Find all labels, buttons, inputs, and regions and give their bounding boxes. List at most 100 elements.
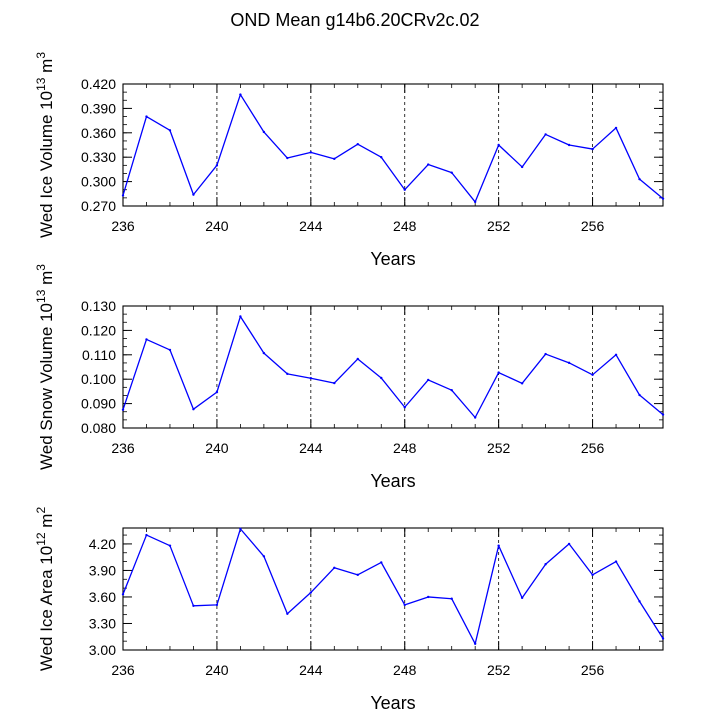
x-tick-label: 244 [299,662,323,678]
data-point [121,593,125,596]
y-axis-title-superscript: 13 [34,289,48,303]
x-tick-label: 256 [581,218,605,234]
data-point [192,408,195,411]
y-axis-title-superscript: 3 [34,264,48,271]
y-axis-title-text: Wed Ice Area 10 [37,546,56,671]
y-tick-label: 3.60 [89,589,116,605]
series-line [122,528,664,645]
data-point [215,164,219,167]
data-point [450,388,453,392]
y-axis-title: Wed Ice Volume 1013 m3 [34,52,56,238]
y-tick-label: 0.100 [81,371,116,387]
x-tick-label: 240 [205,218,229,234]
chart-panel-2: 236 240 244 248 252 256 0.080 0.090 0.100 0.110 0.… [34,264,665,491]
y-axis-title-text: m [37,514,56,533]
y-tick-label: 0.420 [81,76,116,92]
y-tick-label: 4.20 [89,536,116,552]
y-tick-label: 0.270 [81,198,116,214]
y-tick-label: 0.330 [81,149,116,165]
x-axis-title: Years [370,249,415,269]
data-point [192,193,195,196]
y-axis-title-superscript: 13 [34,77,48,91]
data-point [567,143,571,147]
data-point [591,573,594,577]
data-point [168,129,172,132]
x-tick-label: 236 [111,218,135,234]
plot-frame [122,527,664,651]
data-point [286,372,289,376]
data-point [309,151,313,154]
data-point [380,561,383,564]
y-tick-label: 0.360 [81,125,116,141]
y-axis-title: Wed Snow Volume 1013 m3 [34,264,56,470]
data-point [380,156,383,159]
data-point [145,338,148,341]
y-axis-title-text: Wed Snow Volume 10 [37,303,56,470]
data-point [309,377,313,380]
data-point [168,348,172,352]
data-point [286,156,289,160]
y-axis-title: Wed Ice Area 1012 m2 [34,507,56,672]
panels: 236 240 244 248 252 256 0.270 0.300 0.330 0.360 0.… [34,52,665,710]
data-point [520,596,524,600]
data-point [567,542,571,546]
data-point [262,351,266,355]
data-point [356,573,359,577]
data-point [450,171,453,174]
data-point [380,376,383,380]
y-tick-label: 3.30 [89,615,116,631]
data-point [403,603,406,607]
chart-panel-1: 236 240 244 248 252 256 0.270 0.300 0.330 0.360 0.… [34,52,665,269]
y-axis-title-superscript: 12 [34,532,48,546]
data-point [286,612,289,615]
data-point [544,352,547,356]
x-tick-label: 236 [111,662,135,678]
data-point [614,353,618,356]
data-point [427,163,430,166]
data-point [403,406,406,409]
y-tick-label: 0.390 [81,100,116,116]
x-tick-label: 236 [111,440,135,456]
data-point [473,200,477,204]
data-point [262,130,266,134]
y-axis-title-text: m [37,271,56,290]
data-point [497,544,500,547]
y-tick-label: 3.00 [89,642,116,658]
chart-panel-3: 236 240 244 248 252 256 3.00 3.30 3.60 3.90 4.20 Ye… [34,507,665,710]
y-tick-label: 0.120 [81,322,116,338]
data-point [333,157,336,161]
x-tick-label: 244 [299,440,323,456]
data-point [520,382,524,385]
data-point [309,591,313,594]
data-point [614,560,618,563]
data-point [145,115,148,118]
data-point [427,595,430,599]
x-tick-label: 248 [393,218,417,234]
data-point [661,197,665,200]
data-point [544,563,547,566]
series-line [122,315,664,419]
data-point [192,604,195,607]
data-point [661,637,665,640]
data-point [262,555,266,558]
series-line [122,93,664,203]
data-point [661,413,665,416]
data-point [403,188,406,191]
data-point [520,165,524,169]
data-point [450,597,453,600]
y-tick-label: 0.110 [82,347,116,363]
data-point [239,527,242,531]
plot-frame [122,83,664,207]
data-point [356,142,359,146]
data-point [497,143,500,147]
data-point [614,126,618,130]
data-point [638,177,641,181]
y-tick-label: 3.90 [89,562,116,578]
plot-frame [122,305,664,429]
x-tick-label: 248 [393,440,417,456]
data-point [121,408,125,411]
x-axis-title: Years [370,693,415,710]
data-point [591,147,594,151]
